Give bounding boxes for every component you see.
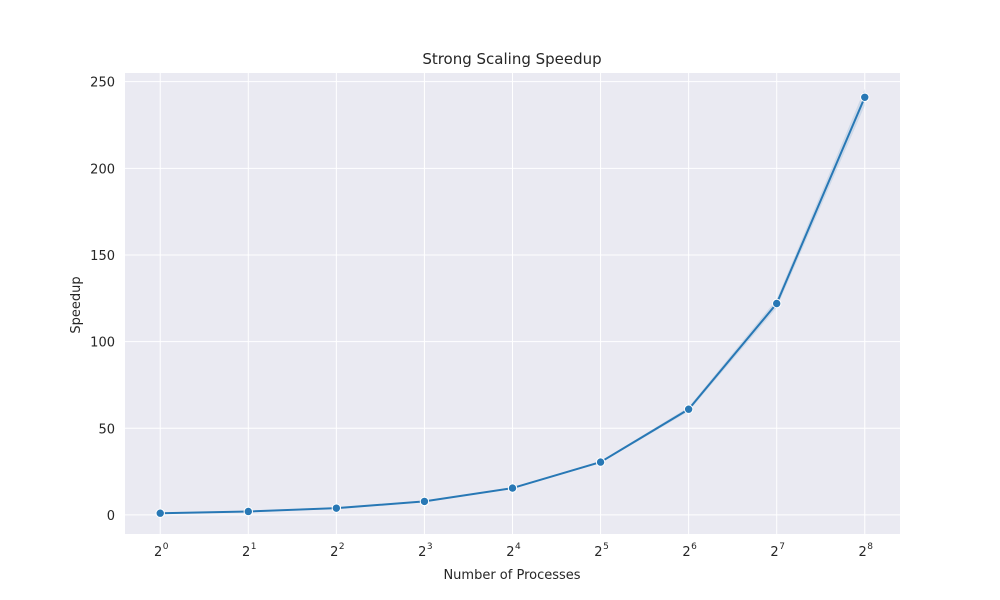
x-tick-base: 2 <box>770 545 778 560</box>
y-axis-label: Speedup <box>69 276 84 333</box>
x-tick-exponent: 6 <box>691 542 697 552</box>
y-tick-labels: 0 50 100 150 200 250 <box>90 76 115 524</box>
x-tick-base: 2 <box>242 545 250 560</box>
data-point <box>595 457 606 467</box>
x-tick-base: 2 <box>154 545 162 560</box>
data-point <box>155 508 165 518</box>
grid-lines <box>125 73 900 534</box>
y-tick-label: 250 <box>90 76 115 91</box>
data-point <box>507 483 518 493</box>
y-tick-label: 50 <box>98 422 115 437</box>
x-tick-base: 2 <box>858 545 866 560</box>
x-tick-base: 2 <box>418 545 426 560</box>
x-tick-base: 2 <box>594 545 602 560</box>
data-point <box>243 506 253 517</box>
y-tick-label: 0 <box>107 509 115 524</box>
y-tick-label: 150 <box>90 249 115 264</box>
y-tick-label: 200 <box>90 162 115 177</box>
data-point <box>860 92 870 102</box>
x-tick-exponent: 7 <box>779 542 785 552</box>
x-tick-exponent: 1 <box>251 542 257 552</box>
data-point <box>419 496 430 507</box>
chart-title: Strong Scaling Speedup <box>422 50 601 68</box>
x-tick-exponent: 0 <box>163 542 169 552</box>
data-point <box>331 503 342 513</box>
x-tick-base: 2 <box>682 545 690 560</box>
x-tick-exponent: 5 <box>603 542 609 552</box>
x-tick-exponent: 3 <box>427 542 433 552</box>
y-tick-label: 100 <box>90 336 115 351</box>
data-point <box>683 404 694 414</box>
x-axis-label: Number of Processes <box>443 568 580 583</box>
x-tick-exponent: 4 <box>515 542 521 552</box>
x-tick-exponent: 2 <box>339 542 345 552</box>
data-point <box>772 298 782 309</box>
x-tick-base: 2 <box>330 545 338 560</box>
series-markers <box>155 92 870 518</box>
x-tick-exponent: 8 <box>867 542 873 552</box>
x-tick-base: 2 <box>506 545 514 560</box>
